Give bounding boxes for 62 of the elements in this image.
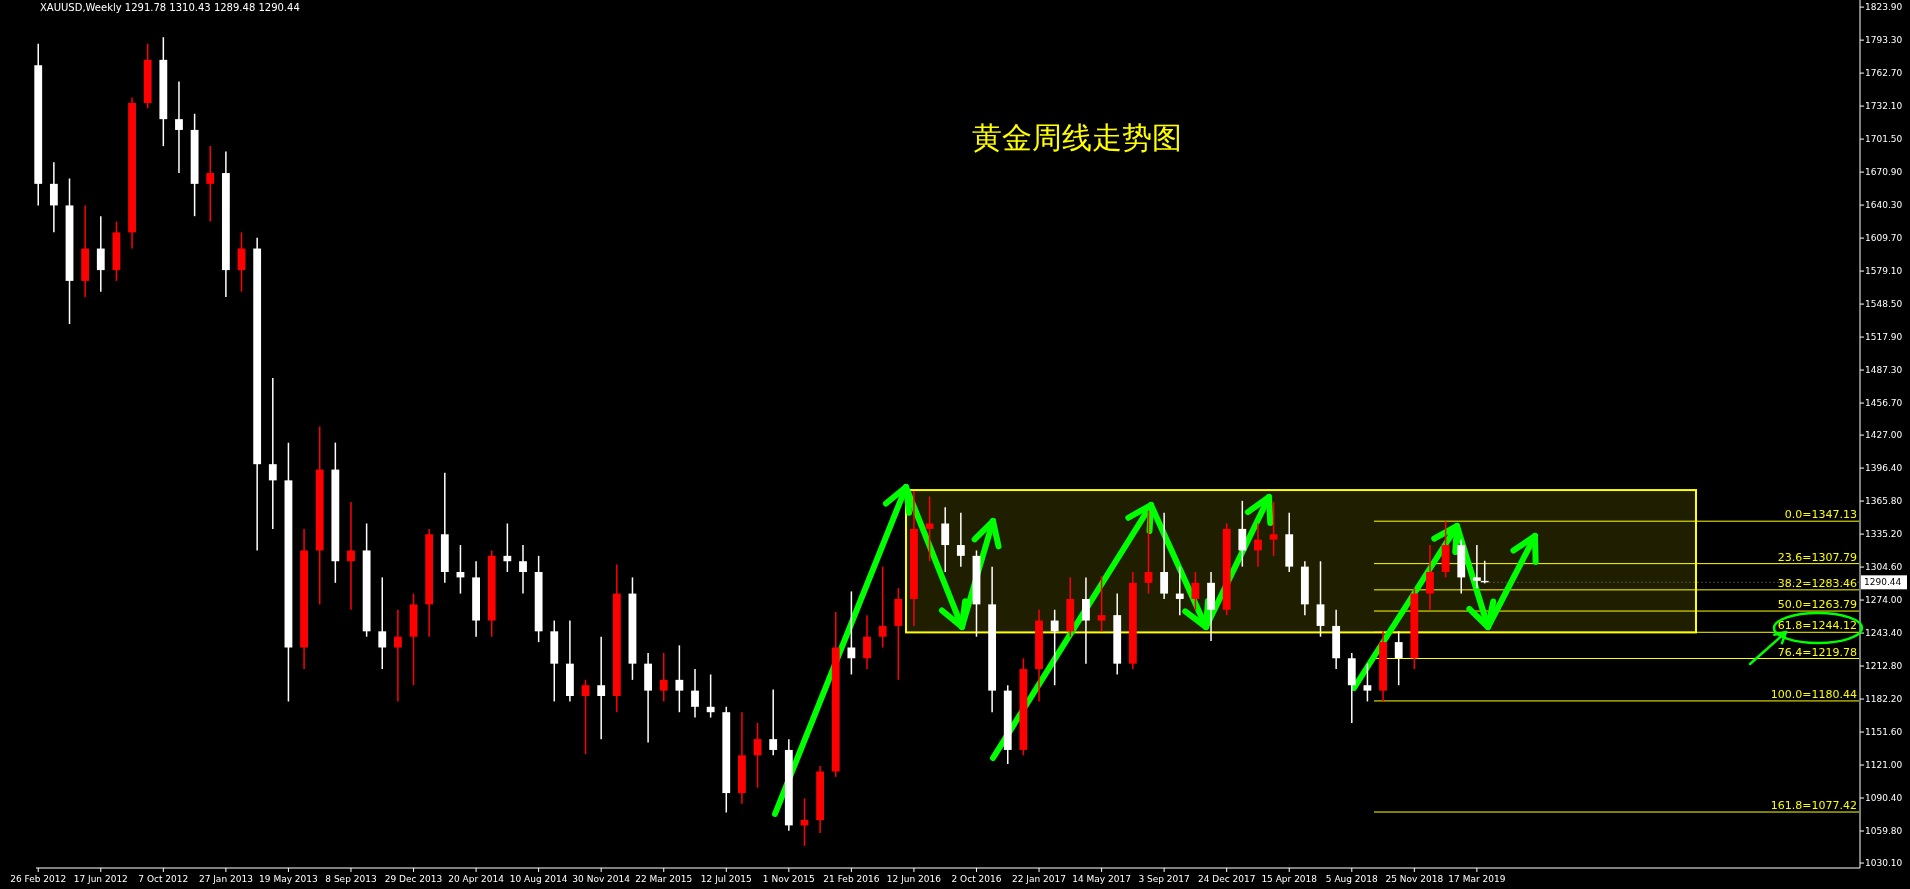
y-tick-label: 1670.90	[1865, 166, 1903, 177]
x-tick-label: 8 Sep 2013	[325, 874, 377, 884]
y-tick-label: 1396.40	[1865, 462, 1903, 473]
x-tick-label: 3 Sep 2017	[1138, 874, 1190, 884]
x-tick-label: 14 May 2017	[1072, 874, 1131, 884]
x-tick-label: 24 Dec 2017	[1197, 874, 1256, 884]
y-tick-label: 1487.30	[1865, 364, 1903, 375]
x-tick-label: 26 Feb 2012	[10, 874, 67, 884]
x-tick-label: 20 Apr 2014	[448, 874, 505, 884]
y-tick-label: 1151.60	[1865, 726, 1903, 737]
y-tick-label: 1456.70	[1865, 397, 1903, 408]
y-tick-label: 1365.80	[1865, 495, 1903, 506]
y-tick-label: 1732.10	[1865, 100, 1903, 111]
x-tick-label: 22 Mar 2015	[635, 874, 693, 884]
y-tick-label: 1823.90	[1865, 1, 1903, 12]
y-tick-label: 1059.80	[1865, 825, 1903, 836]
y-tick-label: 1090.40	[1865, 792, 1903, 803]
x-tick-label: 2 Oct 2016	[951, 874, 1002, 884]
y-tick-label: 1243.40	[1865, 627, 1903, 638]
x-tick-label: 30 Nov 2014	[572, 874, 631, 884]
y-tick-label: 1701.50	[1865, 133, 1903, 144]
y-tick-label: 1762.70	[1865, 67, 1903, 78]
x-tick-label: 10 Aug 2014	[509, 874, 568, 884]
y-tick-label: 1121.00	[1865, 759, 1903, 770]
x-tick-label: 22 Jan 2017	[1012, 874, 1067, 884]
y-tick-label: 1427.00	[1865, 429, 1903, 440]
ref-line-label: 50.0=1263.79	[1777, 598, 1857, 612]
ref-line-label: 61.8=1244.12	[1777, 619, 1857, 633]
y-tick-label: 1640.30	[1865, 199, 1903, 210]
x-tick-label: 1 Nov 2015	[762, 874, 815, 884]
ref-line-label: 161.8=1077.42	[1770, 799, 1857, 813]
x-tick-label: 12 Jul 2015	[700, 874, 752, 884]
x-tick-label: 5 Aug 2018	[1325, 874, 1379, 884]
y-tick-label: 1609.70	[1865, 232, 1903, 243]
y-tick-label: 1335.20	[1865, 528, 1903, 539]
y-tick-label: 1304.60	[1865, 561, 1903, 572]
x-tick-label: 12 Jun 2016	[886, 874, 942, 884]
x-tick-label: 25 Nov 2018	[1385, 874, 1444, 884]
annotation: 1290.44	[1864, 577, 1902, 588]
ref-line-label: 0.0=1347.13	[1784, 508, 1857, 522]
ref-line-label: 100.0=1180.44	[1770, 687, 1857, 701]
y-tick-label: 1579.10	[1865, 265, 1903, 276]
y-tick-label: 1030.10	[1865, 857, 1903, 868]
ref-line-label: 23.6=1307.79	[1777, 550, 1857, 564]
y-tick-label: 1182.20	[1865, 693, 1903, 704]
x-tick-label: 27 Jan 2013	[198, 874, 253, 884]
x-tick-label: 21 Feb 2016	[823, 874, 880, 884]
ref-line-label: 38.2=1283.46	[1777, 576, 1857, 590]
x-tick-label: 17 Mar 2019	[1448, 874, 1506, 884]
y-tick-label: 1274.00	[1865, 594, 1903, 605]
y-tick-label: 1212.80	[1865, 660, 1903, 671]
ref-line-label: 76.4=1219.78	[1777, 645, 1857, 659]
x-tick-label: 19 May 2013	[259, 874, 318, 884]
x-tick-label: 15 Apr 2018	[1261, 874, 1318, 884]
y-tick-label: 1793.30	[1865, 34, 1903, 45]
x-tick-label: 17 Jun 2012	[73, 874, 128, 884]
y-tick-label: 1517.90	[1865, 331, 1903, 342]
y-tick-label: 1548.50	[1865, 298, 1903, 309]
x-tick-label: 29 Dec 2013	[384, 874, 443, 884]
annotation: XAUUSD,Weekly 1291.78 1310.43 1289.48 1290.44	[40, 2, 300, 13]
text: 黄金周线走势图	[972, 120, 1182, 155]
x-tick-label: 7 Oct 2012	[138, 874, 189, 884]
